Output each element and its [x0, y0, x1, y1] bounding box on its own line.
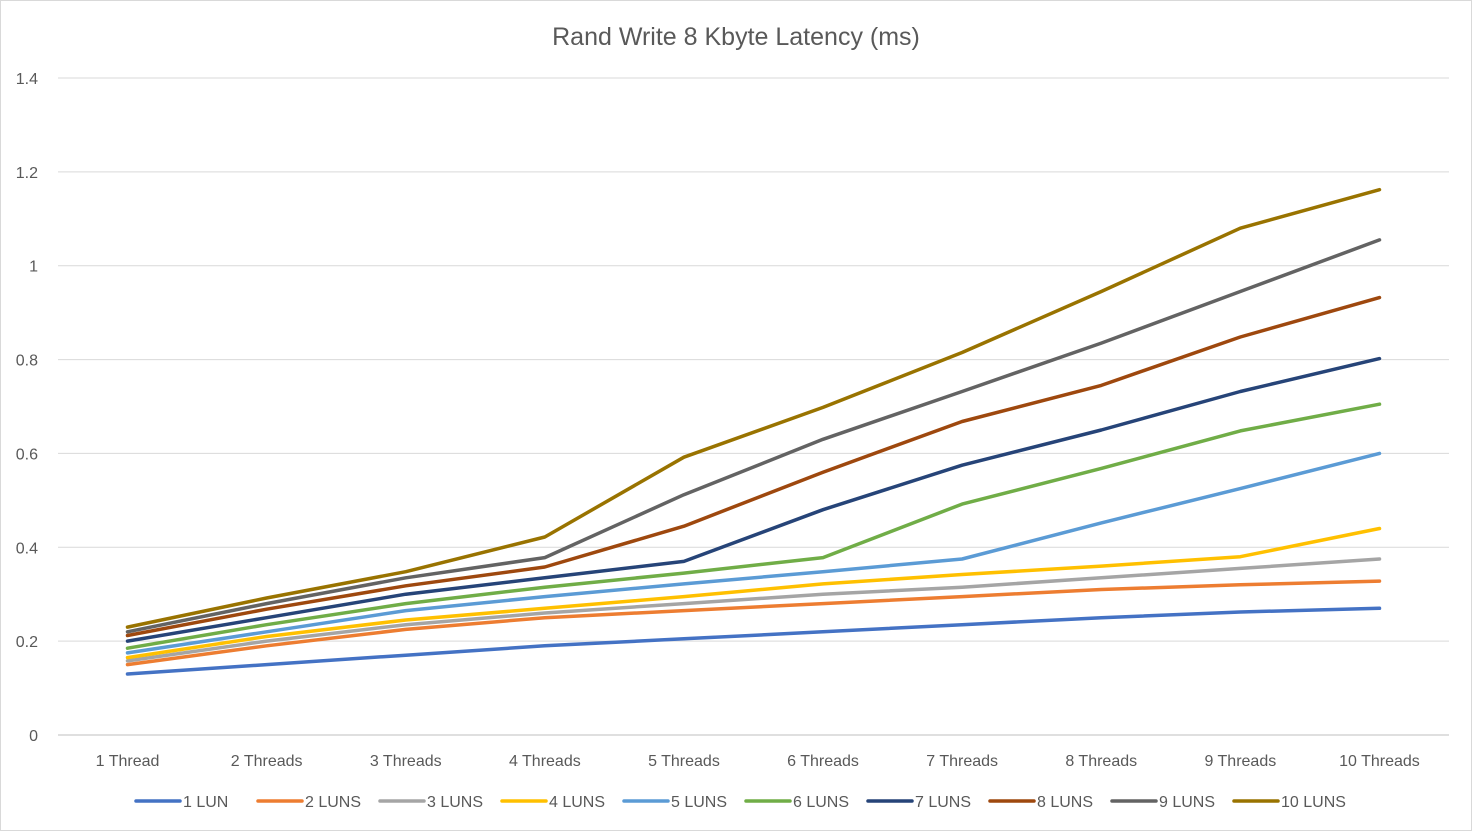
series-line-6-luns	[125, 402, 1382, 650]
y-tick-label: 0	[29, 728, 38, 745]
legend-item: 9 LUNS	[1110, 794, 1215, 811]
y-tick-label: 0.2	[16, 634, 38, 651]
legend-label: 1 LUN	[183, 794, 228, 811]
x-tick-label: 8 Threads	[1065, 753, 1137, 770]
series-lines	[125, 187, 1382, 676]
legend-item: 5 LUNS	[622, 794, 727, 811]
series-line-1-lun	[125, 606, 1382, 676]
legend-label: 2 LUNS	[305, 794, 361, 811]
legend-item: 1 LUN	[134, 794, 228, 811]
x-tick-label: 6 Threads	[787, 753, 859, 770]
legend-label: 5 LUNS	[671, 794, 727, 811]
x-tick-label: 7 Threads	[926, 753, 998, 770]
y-tick-label: 0.4	[16, 540, 38, 557]
legend-label: 9 LUNS	[1159, 794, 1215, 811]
x-tick-label: 1 Thread	[96, 753, 160, 770]
x-tick-label: 3 Threads	[370, 753, 442, 770]
legend-item: 6 LUNS	[744, 794, 849, 811]
legend-item: 8 LUNS	[988, 794, 1093, 811]
legend-label: 10 LUNS	[1281, 794, 1346, 811]
series-line-4-luns	[125, 526, 1382, 660]
legend-item: 4 LUNS	[500, 794, 605, 811]
series-line-7-luns	[125, 356, 1382, 643]
legend-label: 7 LUNS	[915, 794, 971, 811]
legend-label: 6 LUNS	[793, 794, 849, 811]
x-tick-label: 10 Threads	[1339, 753, 1420, 770]
chart-title: Rand Write 8 Kbyte Latency (ms)	[552, 23, 920, 51]
legend-label: 4 LUNS	[549, 794, 605, 811]
series-line-2-luns	[125, 579, 1382, 667]
y-axis-ticks: 0 0.2 0.4 0.6 0.8 1 1.2 1.4	[16, 71, 38, 745]
y-tick-label: 0.8	[16, 353, 38, 370]
y-tick-label: 0.6	[16, 446, 38, 463]
series-line-3-luns	[125, 557, 1382, 663]
legend-item: 7 LUNS	[866, 794, 971, 811]
x-axis-ticks: 1 Thread 2 Threads 3 Threads 4 Threads 5 Thr…	[96, 753, 1420, 770]
x-tick-label: 2 Threads	[231, 753, 303, 770]
x-tick-label: 5 Threads	[648, 753, 720, 770]
legend-label: 8 LUNS	[1037, 794, 1093, 811]
y-tick-label: 1	[29, 259, 38, 276]
y-tick-label: 1.2	[16, 165, 38, 182]
y-tick-label: 1.4	[16, 71, 38, 88]
gridlines	[58, 77, 1449, 736]
legend-label: 3 LUNS	[427, 794, 483, 811]
legend-item: 3 LUNS	[378, 794, 483, 811]
series-line-9-luns	[125, 238, 1382, 634]
x-tick-label: 4 Threads	[509, 753, 581, 770]
legend-item: 10 LUNS	[1232, 794, 1346, 811]
x-tick-label: 9 Threads	[1204, 753, 1276, 770]
legend-item: 2 LUNS	[256, 794, 361, 811]
legend: 1 LUN 2 LUNS 3 LUNS 4 LUNS 5 LUNS 6 LUNS 7 LUN…	[134, 794, 1346, 811]
series-line-8-luns	[125, 295, 1382, 638]
series-line-10-luns	[125, 187, 1382, 629]
series-line-5-luns	[125, 451, 1382, 655]
